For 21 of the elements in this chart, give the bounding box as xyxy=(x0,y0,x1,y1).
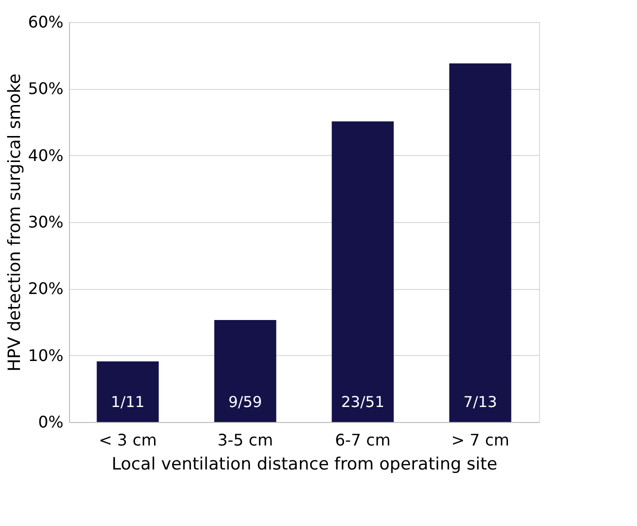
x-tick-label: 3-5 cm xyxy=(217,430,274,450)
bar xyxy=(96,361,159,422)
data-label: 23/51 xyxy=(341,393,384,411)
bar xyxy=(449,63,512,422)
x-tick-label: < 3 cm xyxy=(98,430,157,450)
x-axis-title: Local ventilation distance from operating site xyxy=(112,454,498,474)
bar xyxy=(214,320,276,422)
bar xyxy=(332,121,394,422)
data-label: 1/11 xyxy=(110,393,145,411)
y-tick-label: 50% xyxy=(28,79,64,98)
y-tick-label: 30% xyxy=(28,212,64,232)
y-tick-label: 20% xyxy=(28,279,64,298)
y-axis-title: HPV detection from surgical smoke xyxy=(4,74,25,372)
x-tick-label: > 7 cm xyxy=(451,430,510,450)
x-tick-label: 6-7 cm xyxy=(334,430,391,450)
y-tick-label: 10% xyxy=(28,346,64,365)
y-tick-label: 0% xyxy=(38,412,64,432)
data-label: 9/59 xyxy=(228,393,262,411)
y-tick-label: 60% xyxy=(28,12,64,32)
y-tick-label: 40% xyxy=(28,146,64,165)
data-label: 7/13 xyxy=(463,393,498,411)
